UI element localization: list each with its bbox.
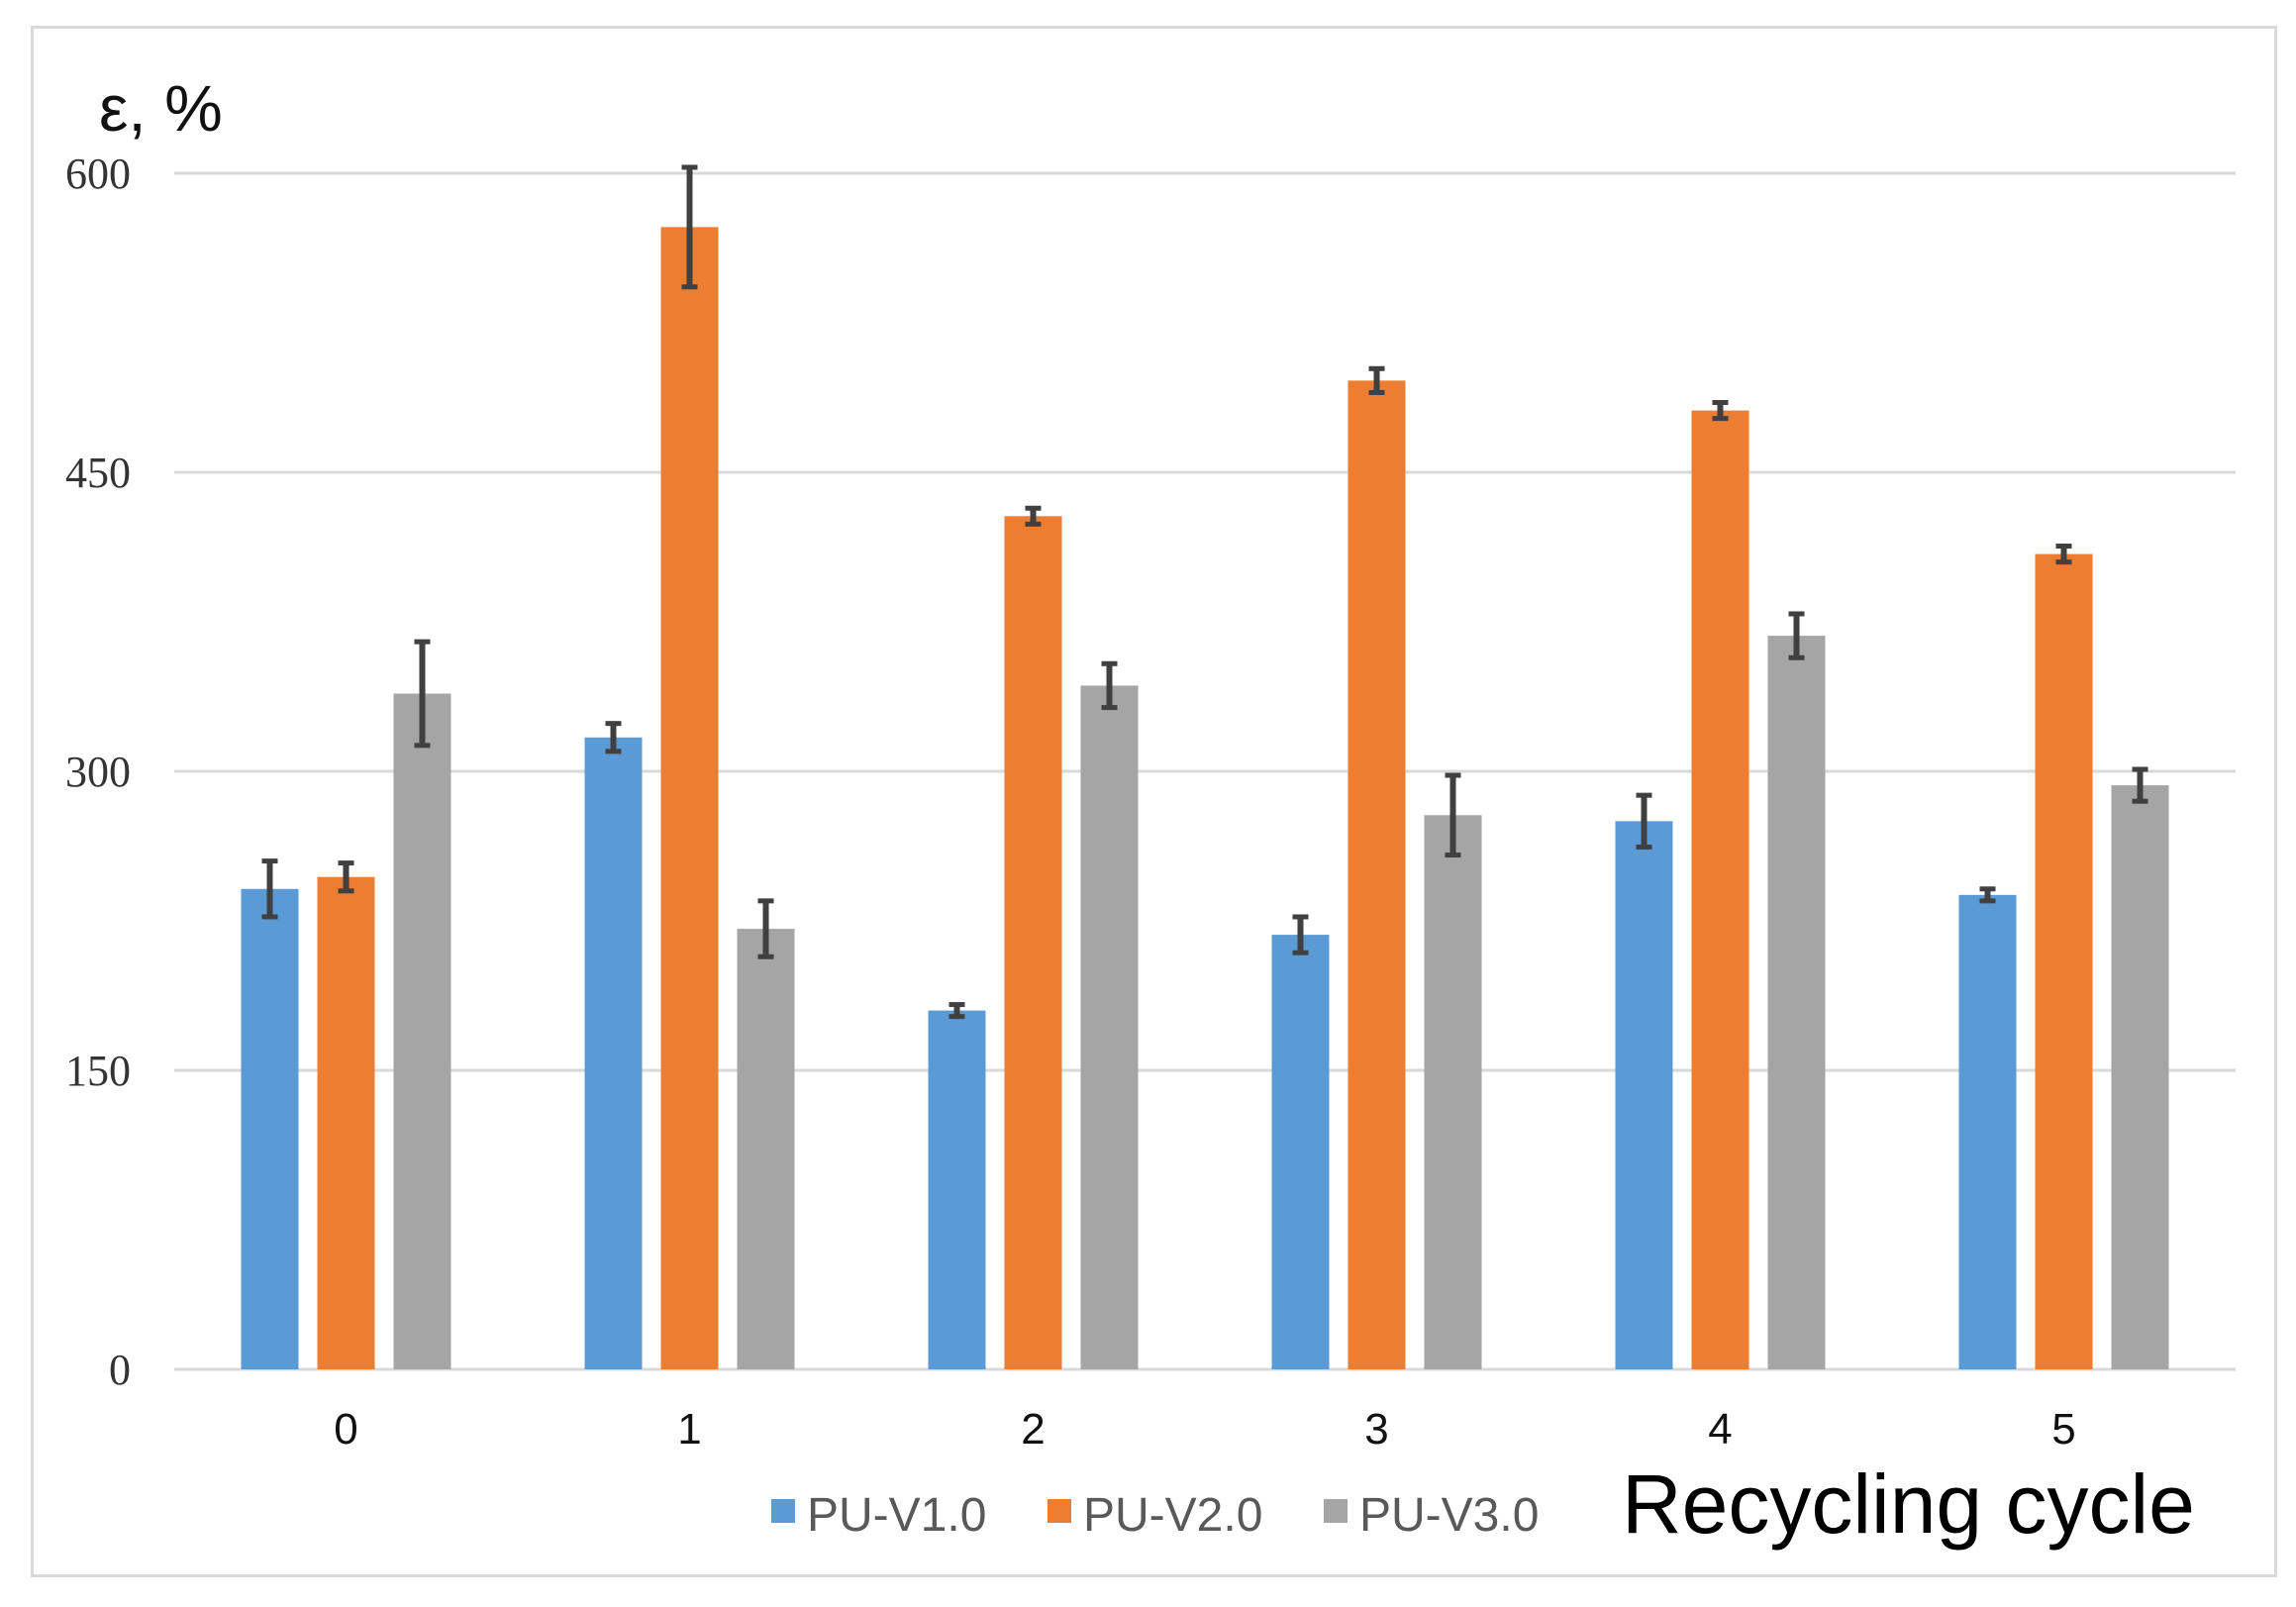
error-bar-pu-v1.0-cycle-1 xyxy=(605,721,622,754)
x-axis-ticks: 0 1 2 3 4 5 xyxy=(334,1405,2075,1454)
error-bars xyxy=(261,164,2148,1020)
error-bar-pu-v2.0-cycle-5 xyxy=(2055,543,2072,565)
error-bar-pu-v1.0-cycle-2 xyxy=(948,1002,965,1020)
bar-pu-v2.0-cycle-1 xyxy=(660,227,719,1370)
bar-pu-v3.0-cycle-4 xyxy=(1767,636,1826,1369)
error-bar-pu-v2.0-cycle-3 xyxy=(1368,365,1385,395)
legend-swatch-pu-v2 xyxy=(1048,1499,1071,1523)
error-bar-pu-v3.0-cycle-2 xyxy=(1101,660,1118,711)
bar-pu-v2.0-cycle-3 xyxy=(1348,380,1406,1369)
bar-pu-v1.0-cycle-2 xyxy=(928,1010,986,1369)
bar-pu-v1.0-cycle-1 xyxy=(584,737,643,1369)
x-tick-label: 5 xyxy=(2051,1405,2075,1454)
bar-pu-v3.0-cycle-5 xyxy=(2111,785,2169,1369)
bar-pu-v2.0-cycle-0 xyxy=(317,876,375,1369)
y-tick-label: 600 xyxy=(65,150,131,198)
y-axis-ticks: 0 150 300 450 600 xyxy=(65,150,131,1394)
bar-pu-v3.0-cycle-3 xyxy=(1424,815,1482,1369)
error-bar-pu-v3.0-cycle-1 xyxy=(757,898,774,959)
legend-swatch-pu-v3 xyxy=(1324,1499,1348,1523)
error-bar-pu-v2.0-cycle-4 xyxy=(1712,400,1729,422)
bar-pu-v2.0-cycle-5 xyxy=(2035,553,2093,1369)
x-tick-label: 1 xyxy=(677,1405,701,1454)
bar-pu-v3.0-cycle-1 xyxy=(737,929,795,1369)
bar-pu-v2.0-cycle-4 xyxy=(1691,410,1749,1369)
x-tick-label: 2 xyxy=(1021,1405,1045,1454)
y-tick-label: 0 xyxy=(109,1346,131,1394)
error-bar-pu-v3.0-cycle-4 xyxy=(1788,611,1805,660)
legend-label-pu-v1: PU-V1.0 xyxy=(807,1489,986,1542)
error-bar-pu-v3.0-cycle-5 xyxy=(2132,766,2148,804)
legend-label-pu-v2: PU-V2.0 xyxy=(1083,1489,1262,1542)
y-tick-label: 450 xyxy=(65,449,131,497)
y-tick-label: 150 xyxy=(65,1047,131,1095)
gridlines xyxy=(174,171,2236,1371)
legend-swatch-pu-v1 xyxy=(771,1499,795,1523)
y-axis-label: ε, % xyxy=(99,71,223,145)
bar-pu-v1.0-cycle-3 xyxy=(1271,935,1330,1369)
error-bar-pu-v1.0-cycle-0 xyxy=(261,858,278,920)
error-bar-pu-v3.0-cycle-0 xyxy=(414,639,431,749)
error-bar-pu-v2.0-cycle-0 xyxy=(338,860,354,894)
bar-pu-v3.0-cycle-2 xyxy=(1080,685,1139,1369)
bars xyxy=(241,227,2169,1370)
error-bar-pu-v1.0-cycle-4 xyxy=(1636,792,1652,851)
error-bar-pu-v1.0-cycle-3 xyxy=(1292,914,1309,955)
bar-pu-v2.0-cycle-2 xyxy=(1004,516,1062,1369)
x-axis-label: Recycling cycle xyxy=(1622,1457,2195,1551)
bar-pu-v1.0-cycle-4 xyxy=(1615,821,1673,1369)
legend-label-pu-v3: PU-V3.0 xyxy=(1359,1489,1539,1542)
bar-pu-v3.0-cycle-0 xyxy=(393,693,451,1369)
error-bar-pu-v2.0-cycle-1 xyxy=(681,164,698,290)
x-tick-label: 0 xyxy=(334,1405,357,1454)
error-bar-pu-v1.0-cycle-5 xyxy=(1979,886,1996,904)
x-tick-label: 3 xyxy=(1364,1405,1388,1454)
x-tick-label: 4 xyxy=(1708,1405,1732,1454)
legend: PU-V1.0 PU-V2.0 PU-V3.0 xyxy=(771,1489,1539,1542)
error-bar-pu-v3.0-cycle-3 xyxy=(1445,772,1461,858)
bar-pu-v1.0-cycle-5 xyxy=(1958,894,2017,1369)
y-tick-label: 300 xyxy=(65,748,131,796)
error-bar-pu-v2.0-cycle-2 xyxy=(1025,505,1042,527)
bar-pu-v1.0-cycle-0 xyxy=(241,888,299,1369)
